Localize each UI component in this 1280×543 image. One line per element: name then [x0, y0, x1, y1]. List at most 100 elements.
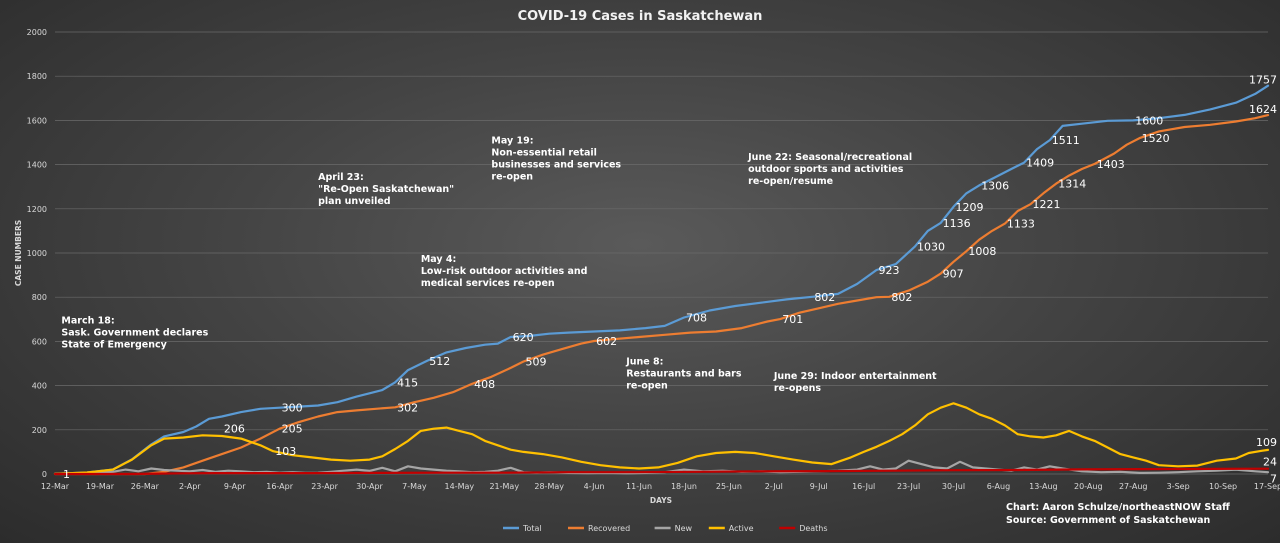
data-label-total-1409: 1409: [1026, 157, 1054, 170]
data-label-total-1306: 1306: [981, 179, 1009, 192]
data-label-total-620: 620: [513, 331, 534, 344]
data-label-recovered-1008: 1008: [968, 245, 996, 258]
y-tick-label-400: 400: [32, 382, 47, 391]
y-tick-label-1000: 1000: [27, 249, 47, 258]
legend-label-total: Total: [522, 524, 542, 533]
x-tick-label-21-may: 21-May: [489, 482, 519, 491]
annotation-2-line-0: May 4:: [421, 254, 456, 265]
data-label-total-708: 708: [686, 312, 707, 325]
series-lines: [53, 84, 1270, 476]
data-label-recovered-907: 907: [943, 268, 964, 281]
annotation-6-line-0: June 29: Indoor entertainment: [773, 371, 937, 382]
annotation-4-line-0: June 8:: [625, 357, 663, 368]
x-axis-ticks: 12-Mar 19-Mar 26-Mar 2-Apr 9-Apr 16-Apr 23-Apr…: [41, 482, 1280, 491]
chart-title: COVID-19 Cases in Saskatchewan: [518, 9, 763, 24]
x-tick-label-6-aug: 6-Aug: [987, 482, 1010, 491]
data-label-total-1030: 1030: [917, 240, 945, 253]
x-tick-label-26-mar: 26-Mar: [131, 482, 160, 491]
legend: Total Recovered New Active Deaths: [503, 524, 828, 533]
x-tick-label-13-aug: 13-Aug: [1029, 482, 1058, 491]
annotation-3-line-2: businesses and services: [491, 160, 621, 171]
data-label-total-1: 1: [63, 468, 70, 481]
y-axis-title: CASE NUMBERS: [14, 220, 23, 286]
credit-line-1: Source: Government of Saskatchewan: [1006, 515, 1211, 526]
data-label-active-103: 103: [275, 445, 296, 458]
credits: Chart: Aaron Schulze/northeastNOW Staff S…: [1006, 502, 1230, 526]
data-label-recovered-1314: 1314: [1058, 178, 1086, 191]
data-label-total-923: 923: [879, 264, 900, 277]
x-tick-label-4-jun: 4-Jun: [584, 482, 605, 491]
annotation-0-line-0: March 18:: [61, 316, 114, 327]
data-label-recovered-1133: 1133: [1007, 218, 1035, 231]
x-tick-label-9-apr: 9-Apr: [224, 482, 246, 491]
annotation-1-line-2: plan unveiled: [318, 196, 390, 207]
legend-label-recovered: Recovered: [588, 524, 630, 533]
data-label-recovered-701: 701: [782, 313, 803, 326]
annotation-4-line-2: re-open: [626, 381, 668, 392]
x-tick-label-28-may: 28-May: [534, 482, 564, 491]
data-label-total-802: 802: [814, 291, 835, 304]
legend-label-active: Active: [729, 524, 754, 533]
data-label-new-7: 7: [1270, 472, 1277, 485]
annotation-2-line-1: Low-risk outdoor activities and: [421, 266, 588, 277]
data-label-deaths-24: 24: [1263, 456, 1277, 469]
data-label-recovered-802: 802: [891, 291, 912, 304]
credit-line-0: Chart: Aaron Schulze/northeastNOW Staff: [1006, 502, 1230, 513]
annotation-0: March 18:Sask. Government declaresState …: [61, 316, 208, 351]
y-axis-ticks: 0 200 400 600 800 1000 1200 1400 1600 1800 2000: [27, 28, 47, 479]
x-tick-label-19-mar: 19-Mar: [86, 482, 115, 491]
annotation-0-line-1: Sask. Government declares: [61, 328, 208, 339]
annotation-5-line-0: June 22: Seasonal/recreational: [747, 152, 912, 163]
x-tick-label-16-apr: 16-Apr: [266, 482, 293, 491]
y-tick-label-1600: 1600: [27, 116, 47, 125]
annotations: March 18:Sask. Government declaresState …: [61, 136, 937, 394]
annotation-4-line-1: Restaurants and bars: [626, 369, 742, 380]
x-tick-label-23-apr: 23-Apr: [311, 482, 338, 491]
y-tick-label-1200: 1200: [27, 205, 47, 214]
data-label-recovered-602: 602: [596, 335, 617, 348]
annotation-1-line-0: April 23:: [318, 172, 364, 183]
x-tick-label-2-apr: 2-Apr: [179, 482, 201, 491]
x-tick-label-3-sep: 3-Sep: [1167, 482, 1190, 491]
x-tick-label-18-jun: 18-Jun: [671, 482, 697, 491]
series-line-total: [53, 84, 1270, 475]
data-label-recovered-302: 302: [397, 401, 418, 414]
x-tick-label-23-jul: 23-Jul: [897, 482, 920, 491]
data-label-recovered-1624: 1624: [1249, 103, 1277, 116]
y-tick-label-1800: 1800: [27, 72, 47, 81]
legend-label-deaths: Deaths: [799, 524, 827, 533]
data-label-total-512: 512: [429, 355, 450, 368]
annotation-1: April 23:"Re-Open Saskatchewan"plan unve…: [318, 172, 454, 207]
gridlines: [55, 31, 1268, 475]
x-axis-title: DAYS: [650, 496, 672, 505]
x-tick-label-30-jul: 30-Jul: [942, 482, 965, 491]
data-label-recovered-205: 205: [282, 423, 303, 436]
y-tick-label-1400: 1400: [27, 161, 47, 170]
x-tick-label-7-may: 7-May: [402, 482, 427, 491]
x-tick-label-10-sep: 10-Sep: [1209, 482, 1237, 491]
annotation-5-line-2: re-open/resume: [748, 176, 833, 187]
x-tick-label-12-mar: 12-Mar: [41, 482, 70, 491]
data-label-recovered-1520: 1520: [1142, 132, 1170, 145]
annotation-2-line-2: medical services re-open: [421, 278, 555, 289]
annotation-3-line-0: May 19:: [491, 136, 533, 147]
data-label-total-1136: 1136: [943, 217, 971, 230]
data-label-total-415: 415: [397, 376, 418, 389]
data-label-active-109: 109: [1256, 436, 1277, 449]
x-tick-label-20-aug: 20-Aug: [1074, 482, 1103, 491]
x-tick-label-14-may: 14-May: [445, 482, 475, 491]
y-tick-label-600: 600: [32, 337, 47, 346]
annotation-5-line-1: outdoor sports and activities: [748, 164, 904, 175]
x-tick-label-25-jun: 25-Jun: [716, 482, 742, 491]
y-tick-label-0: 0: [42, 470, 47, 479]
data-label-recovered-408: 408: [474, 378, 495, 391]
x-tick-label-11-jun: 11-Jun: [626, 482, 652, 491]
series-line-recovered: [53, 114, 1270, 476]
data-label-total-1209: 1209: [956, 201, 984, 214]
y-tick-label-2000: 2000: [27, 28, 47, 37]
x-tick-label-17-sep: 17-Sep: [1254, 482, 1280, 491]
